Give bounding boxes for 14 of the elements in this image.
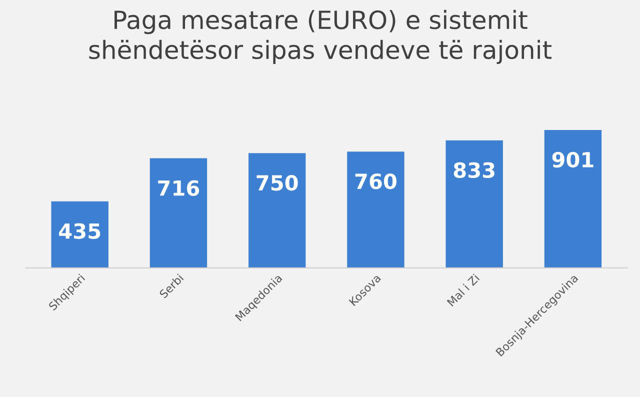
data-label: 750 xyxy=(256,174,298,191)
data-label: 833 xyxy=(454,162,494,178)
data-label: 760 xyxy=(355,173,396,190)
bar xyxy=(446,140,503,268)
data-label: 435 xyxy=(59,223,100,239)
bar xyxy=(544,130,602,268)
bar xyxy=(51,201,108,268)
bar xyxy=(150,158,208,268)
x-tick-label: Mal i Zi xyxy=(446,274,480,307)
chart-title: Paga mesatare (EURO) e sistemit shëndetësor sipas vendeve të rajonit xyxy=(89,10,552,64)
data-label: 901 xyxy=(552,152,594,168)
bar xyxy=(347,152,404,268)
bar xyxy=(248,153,306,268)
data-label: 716 xyxy=(158,180,200,196)
